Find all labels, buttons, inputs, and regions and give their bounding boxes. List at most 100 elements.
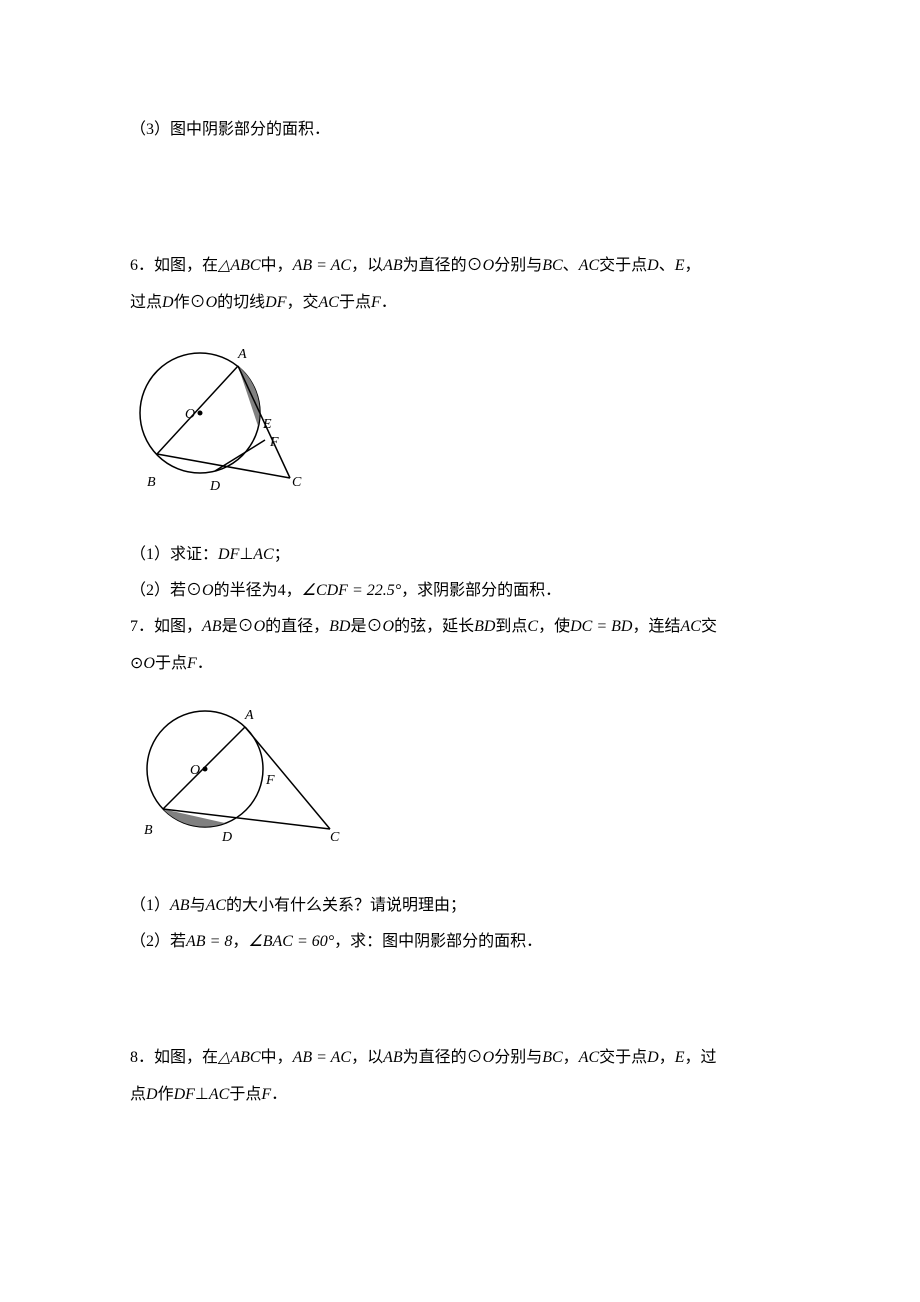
p8-l1-m5: ， bbox=[563, 1049, 579, 1066]
p6-l1-m4: 分别与 bbox=[494, 257, 542, 274]
p7-l1-o2: O bbox=[383, 618, 395, 635]
p8-l1-bc: BC bbox=[542, 1049, 562, 1066]
p6-l2-m1: 作⊙ bbox=[174, 294, 206, 311]
p7-l1-ab: AB bbox=[202, 618, 222, 635]
figure-7-svg: A O F B D C bbox=[130, 689, 360, 859]
q3-line: （3）图中阴影部分的面积． bbox=[130, 115, 800, 145]
spacer-2 bbox=[130, 963, 800, 1043]
p7-l1-pre: 7．如图， bbox=[130, 618, 202, 635]
p7-l1-m5: 到点 bbox=[495, 618, 527, 635]
fig7-ac bbox=[245, 727, 330, 829]
p6-l1-end: ， bbox=[685, 257, 701, 274]
p6-s1-perp: ⊥ bbox=[239, 546, 253, 563]
fig6-df bbox=[215, 440, 265, 471]
p6-l1-pre: 6．如图，在 bbox=[130, 257, 218, 274]
p7-s2-m1: ， bbox=[232, 933, 248, 950]
p8-l1-o: O bbox=[483, 1049, 495, 1066]
p6-sub1: （1）求证：DF⊥AC； bbox=[130, 540, 800, 570]
p6-l2-m2: 的切线 bbox=[217, 294, 265, 311]
p8-l2-ac: AC bbox=[209, 1086, 229, 1103]
p7-sub2: （2）若AB = 8，∠BAC = 60°，求：图中阴影部分的面积． bbox=[130, 927, 800, 957]
fig6-o-label: O bbox=[185, 407, 195, 422]
fig6-f-label: F bbox=[269, 435, 279, 450]
p6-l1-e: E bbox=[675, 257, 685, 274]
fig7-ab bbox=[163, 727, 245, 809]
p6-s2-o: O bbox=[202, 582, 214, 599]
p6-s2-pre: （2）若⊙ bbox=[130, 582, 202, 599]
p6-l2-pre: 过点 bbox=[130, 294, 162, 311]
p8-l1-ac: AC bbox=[579, 1049, 599, 1066]
p7-s1-ac: AC bbox=[206, 897, 226, 914]
p8-l1-eq: AB = AC bbox=[293, 1049, 352, 1066]
p7-s1-pre: （1） bbox=[130, 897, 170, 914]
fig6-shade bbox=[238, 366, 260, 426]
fig6-e-label: E bbox=[262, 417, 272, 432]
p6-l1-ac: AC bbox=[579, 257, 599, 274]
p6-l2-end: ． bbox=[381, 294, 397, 311]
p8-line2: 点D作DF⊥AC于点F． bbox=[130, 1080, 800, 1110]
p6-l2-m3: ，交 bbox=[287, 294, 319, 311]
p6-l2-m4: 于点 bbox=[339, 294, 371, 311]
p8-l1-tri: △ABC bbox=[218, 1049, 261, 1066]
p6-l2-f: F bbox=[371, 294, 381, 311]
p7-l1-eq: DC = BD bbox=[570, 618, 632, 635]
p6-l1-d: D bbox=[647, 257, 659, 274]
p8-l2-end: ． bbox=[271, 1086, 287, 1103]
p6-l1-o: O bbox=[483, 257, 495, 274]
p7-line1: 7．如图，AB是⊙O的直径，BD是⊙O的弦，延长BD到点C，使DC = BD，连… bbox=[130, 612, 800, 642]
p8-l1-d: D bbox=[647, 1049, 659, 1066]
p6-l1-m3: 为直径的⊙ bbox=[403, 257, 483, 274]
fig7-d-label: D bbox=[221, 830, 232, 845]
p7-l2-end: ． bbox=[197, 655, 213, 672]
p8-l2-f: F bbox=[261, 1086, 271, 1103]
p7-l2-pre: ⊙ bbox=[130, 655, 143, 672]
p6-l2-d: D bbox=[162, 294, 174, 311]
p8-l1-e: E bbox=[675, 1049, 685, 1066]
p6-l1-tri: △ABC bbox=[218, 257, 261, 274]
p8-l2-m1: 作 bbox=[158, 1086, 174, 1103]
p6-l1-m7: 、 bbox=[659, 257, 675, 274]
p8-l1-m1: 中， bbox=[261, 1049, 293, 1066]
p6-l1-m2: ，以 bbox=[351, 257, 383, 274]
p8-l2-m2: 于点 bbox=[229, 1086, 261, 1103]
p6-l1-m1: 中， bbox=[261, 257, 293, 274]
p6-l2-o: O bbox=[206, 294, 218, 311]
p6-s2-m1: 的半径为4， bbox=[214, 582, 302, 599]
p8-l1-pre: 8．如图，在 bbox=[130, 1049, 218, 1066]
p7-l1-m2: 的直径， bbox=[265, 618, 329, 635]
p6-s2-end: ，求阴影部分的面积． bbox=[401, 582, 561, 599]
p8-l1-m4: 分别与 bbox=[494, 1049, 542, 1066]
p6-s1-df: DF bbox=[218, 546, 239, 563]
fig6-d-label: D bbox=[209, 479, 220, 494]
p7-l1-c: C bbox=[527, 618, 538, 635]
p7-l1-o1: O bbox=[254, 618, 266, 635]
p8-line1: 8．如图，在△ABC中，AB = AC，以AB为直径的⊙O分别与BC，AC交于点… bbox=[130, 1043, 800, 1073]
p7-l1-bd: BD bbox=[329, 618, 350, 635]
p8-l1-m3: 为直径的⊙ bbox=[403, 1049, 483, 1066]
p7-l2-m: 于点 bbox=[155, 655, 187, 672]
p8-l1-m2: ，以 bbox=[351, 1049, 383, 1066]
p6-l1-m5: 、 bbox=[563, 257, 579, 274]
p7-s2-end: ，求：图中阴影部分的面积． bbox=[334, 933, 542, 950]
fig6-center-dot bbox=[198, 411, 203, 416]
p7-l1-m1: 是⊙ bbox=[222, 618, 254, 635]
p6-s1-pre: （1）求证： bbox=[130, 546, 218, 563]
p6-l1-m6: 交于点 bbox=[599, 257, 647, 274]
p8-l1-m6: 交于点 bbox=[599, 1049, 647, 1066]
p6-line2: 过点D作⊙O的切线DF，交AC于点F． bbox=[130, 288, 800, 318]
p6-s1-end: ； bbox=[274, 546, 290, 563]
p8-l1-ab: AB bbox=[383, 1049, 403, 1066]
figure-6: A O E F B D C bbox=[130, 328, 800, 519]
p6-sub2: （2）若⊙O的半径为4，∠CDF = 22.5°，求阴影部分的面积． bbox=[130, 576, 800, 606]
fig7-shade bbox=[163, 809, 225, 827]
p6-l1-eq: AB = AC bbox=[293, 257, 352, 274]
p8-l2-d: D bbox=[146, 1086, 158, 1103]
p7-sub1: （1）AB与AC的大小有什么关系？请说明理由； bbox=[130, 891, 800, 921]
p7-s1-end: 的大小有什么关系？请说明理由； bbox=[226, 897, 466, 914]
p8-l1-m7: ， bbox=[659, 1049, 675, 1066]
p7-s2-ab: AB = 8 bbox=[186, 933, 232, 950]
p7-l2-o: O bbox=[143, 655, 155, 672]
p7-line2: ⊙O于点F． bbox=[130, 649, 800, 679]
fig6-b-label: B bbox=[147, 475, 156, 490]
spacer-1 bbox=[130, 151, 800, 251]
